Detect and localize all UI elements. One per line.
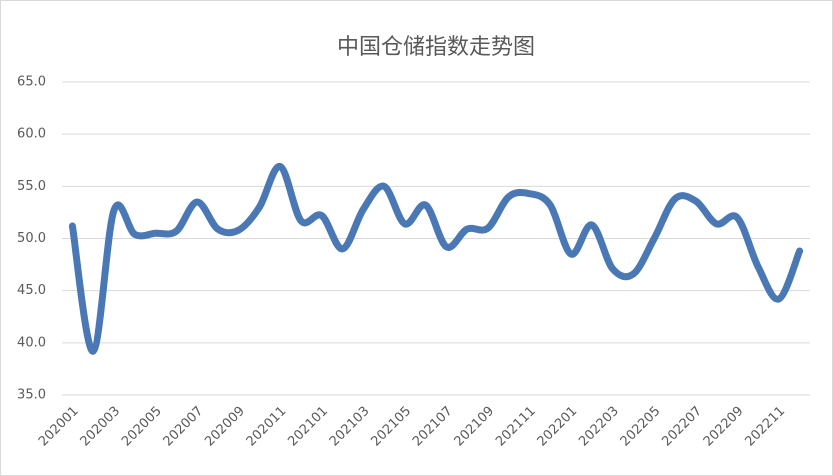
y-tick-label: 50.0 xyxy=(17,231,46,246)
y-tick-label: 40.0 xyxy=(17,335,46,350)
y-tick-label: 60.0 xyxy=(17,127,46,142)
line xyxy=(68,163,804,355)
y-tick-label: 35.0 xyxy=(17,388,46,403)
y-tick-label: 45.0 xyxy=(17,283,46,298)
y-tick-label: 65.0 xyxy=(17,75,46,90)
y-tick-label: 55.0 xyxy=(17,179,46,194)
chart-title: 中国仓储指数走势图 xyxy=(337,35,535,60)
